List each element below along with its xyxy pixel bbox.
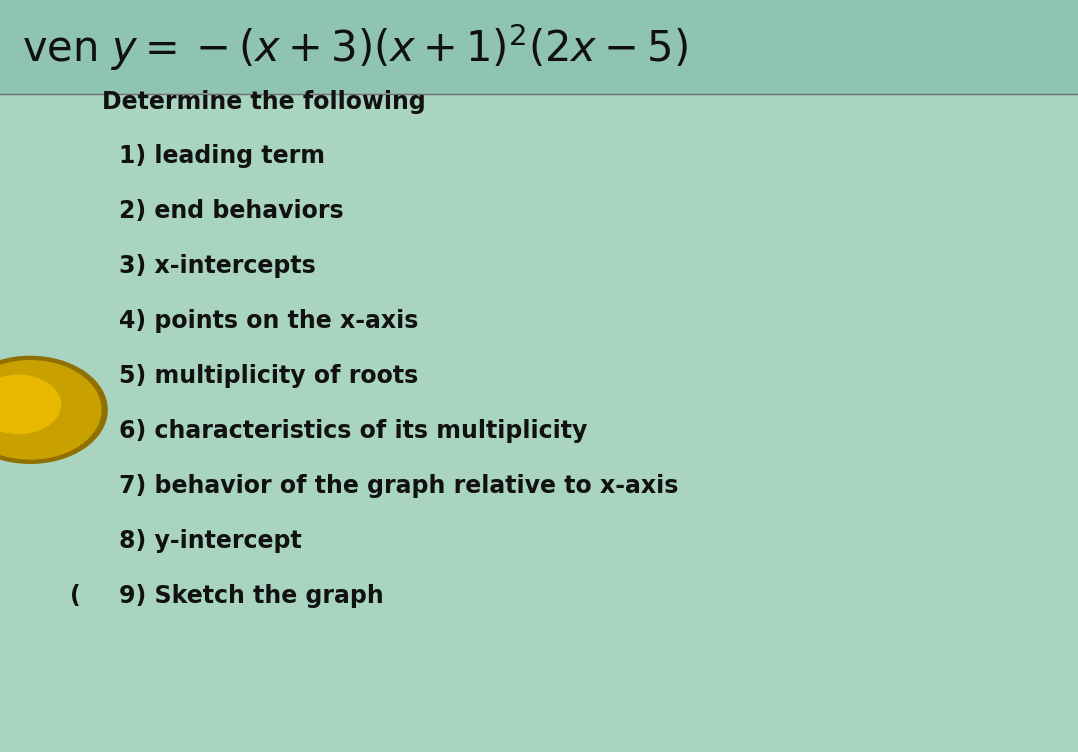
- Text: 4) points on the x-axis: 4) points on the x-axis: [119, 309, 418, 333]
- Text: 6) characteristics of its multiplicity: 6) characteristics of its multiplicity: [119, 419, 586, 443]
- Text: 7) behavior of the graph relative to x-axis: 7) behavior of the graph relative to x-a…: [119, 474, 678, 498]
- Text: 3) x-intercepts: 3) x-intercepts: [119, 254, 316, 278]
- Text: 8) y-intercept: 8) y-intercept: [119, 529, 302, 553]
- FancyBboxPatch shape: [0, 0, 1078, 94]
- Text: 5) multiplicity of roots: 5) multiplicity of roots: [119, 364, 418, 388]
- Text: 1) leading term: 1) leading term: [119, 144, 324, 168]
- Circle shape: [0, 374, 61, 434]
- Text: (: (: [70, 584, 81, 608]
- Text: ven $y = -(x+3)(x+1)^{2}(2x-5)$: ven $y = -(x+3)(x+1)^{2}(2x-5)$: [22, 21, 688, 73]
- Circle shape: [0, 360, 101, 459]
- Text: Determine the following: Determine the following: [102, 89, 426, 114]
- Circle shape: [0, 356, 108, 464]
- Text: 2) end behaviors: 2) end behaviors: [119, 199, 343, 223]
- Text: 9) Sketch the graph: 9) Sketch the graph: [119, 584, 384, 608]
